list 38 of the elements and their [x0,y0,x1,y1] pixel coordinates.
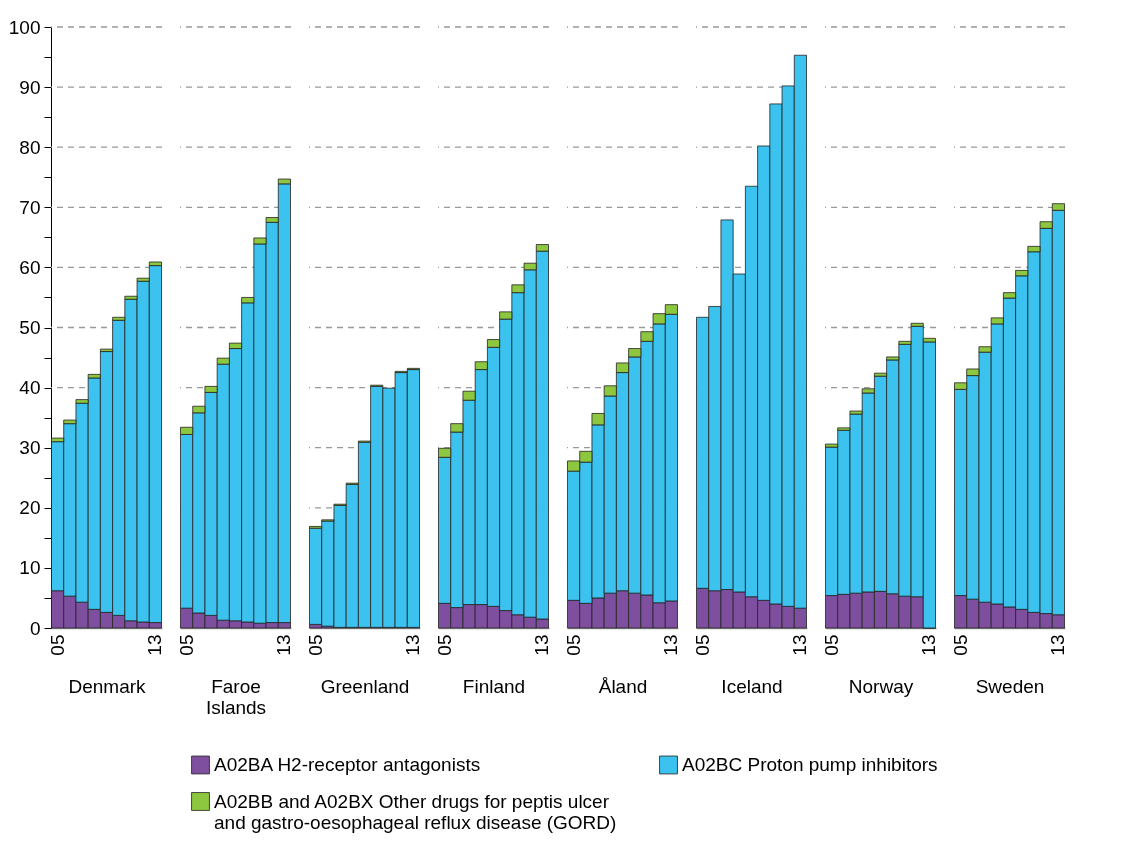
x-tick-label: 05 [562,634,584,656]
y-tick-label: 20 [19,497,41,519]
x-axis-title: Denmark [68,675,147,697]
x-tick-label: 13 [918,634,940,656]
x-tick-label: 05 [691,634,713,656]
y-tick-label: 90 [19,76,41,98]
x-axis-title: Faroe Islands [205,675,267,718]
legend-label: A02BC Proton pump inhibitors [682,753,938,775]
x-tick-label: 05 [46,634,68,656]
x-tick-label: 13 [144,634,166,656]
y-tick-label: 0 [29,617,41,639]
x-tick-label: 13 [402,634,424,656]
y-tick-label: 10 [19,557,41,579]
y-tick-label: 60 [19,256,41,278]
x-axis-title: Sweden [975,675,1045,697]
y-tick-label: 80 [19,136,41,158]
x-tick-label: 05 [820,634,842,656]
x-tick-label: 05 [304,634,326,656]
legend-label: A02BB and A02BX Other drugs for peptis ulcer and gastro-oesophageal reflux disease (GORD) [214,790,617,833]
x-axis-title: Norway [848,675,914,697]
x-tick-label: 13 [273,634,295,656]
x-tick-label: 05 [433,634,455,656]
x-tick-label: 13 [1047,634,1069,656]
y-tick-label: 100 [8,16,41,38]
x-tick-label: 13 [660,634,682,656]
x-tick-label: 13 [531,634,553,656]
x-axis-title: Åland [598,675,648,697]
x-tick-label: 05 [949,634,971,656]
x-tick-label: 13 [789,634,811,656]
legend-label: A02BA H2-receptor antagonists [214,753,481,775]
y-tick-label: 50 [19,317,41,338]
x-axis-title: Greenland [320,675,410,697]
y-tick-label: 40 [19,377,41,399]
x-tick-label: 05 [175,634,197,656]
x-axis-title: Finland [462,675,526,697]
x-axis-title: Iceland [721,675,783,697]
y-tick-label: 70 [19,196,41,218]
y-tick-label: 30 [19,437,41,459]
